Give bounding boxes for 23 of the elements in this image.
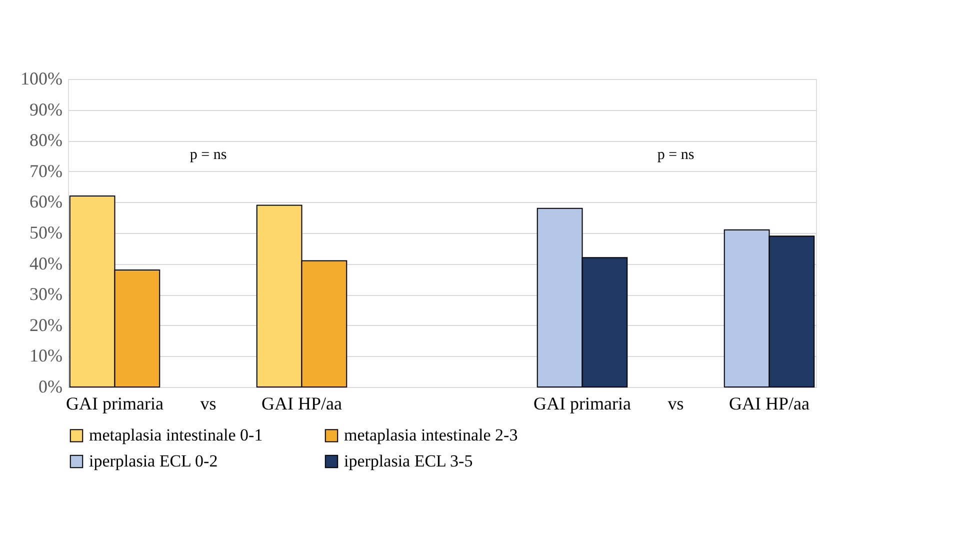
annotation: p = ns bbox=[657, 147, 694, 164]
y-tick-label: 0% bbox=[38, 376, 62, 396]
y-tick-label: 100% bbox=[20, 68, 62, 88]
legend-label: iperplasia ECL 3-5 bbox=[344, 452, 473, 470]
y-tick-label: 10% bbox=[30, 346, 62, 366]
legend-label: metaplasia intestinale 2-3 bbox=[344, 426, 518, 445]
x-tick-label: GAI primaria bbox=[534, 394, 631, 414]
x-tick-label: GAI HP/aa bbox=[262, 394, 342, 414]
y-tick-label: 20% bbox=[30, 314, 62, 335]
y-tick-label: 90% bbox=[30, 99, 62, 120]
x-tick-label: GAI HP/aa bbox=[729, 394, 810, 414]
legend-label: iperplasia ECL 0-2 bbox=[89, 452, 218, 470]
x-tick-label: GAI primaria bbox=[66, 394, 164, 414]
x-tick-label: vs bbox=[668, 394, 684, 414]
y-tick-label: 60% bbox=[30, 192, 62, 212]
y-tick-label: 40% bbox=[30, 253, 62, 274]
y-tick-label: 50% bbox=[30, 222, 62, 242]
annotation: p = ns bbox=[190, 147, 227, 164]
y-tick-label: 80% bbox=[30, 130, 62, 150]
x-tick-label: vs bbox=[200, 394, 216, 414]
legend-label: metaplasia intestinale 0-1 bbox=[89, 426, 263, 445]
y-tick-label: 70% bbox=[30, 160, 62, 181]
y-tick-label: 30% bbox=[30, 284, 62, 304]
